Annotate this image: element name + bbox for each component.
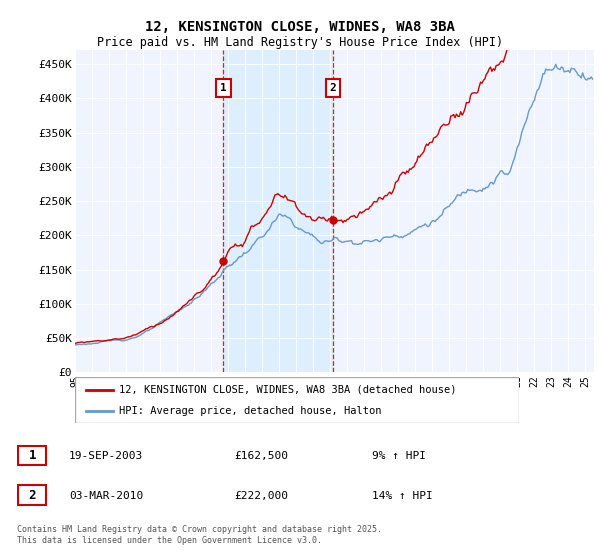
Text: 2: 2 (330, 83, 337, 93)
Bar (223, 50, 333, 372)
Text: Contains HM Land Registry data © Crown copyright and database right 2025.
This d: Contains HM Land Registry data © Crown c… (17, 525, 382, 545)
Text: Price paid vs. HM Land Registry's House Price Index (HPI): Price paid vs. HM Land Registry's House … (97, 36, 503, 49)
Text: 2: 2 (29, 488, 36, 502)
Text: 1: 1 (220, 83, 227, 93)
Text: 9% ↑ HPI: 9% ↑ HPI (372, 451, 426, 461)
Text: 14% ↑ HPI: 14% ↑ HPI (372, 491, 433, 501)
Text: 12, KENSINGTON CLOSE, WIDNES, WA8 3BA: 12, KENSINGTON CLOSE, WIDNES, WA8 3BA (145, 20, 455, 34)
Text: £222,000: £222,000 (234, 491, 288, 501)
Text: 03-MAR-2010: 03-MAR-2010 (69, 491, 143, 501)
Text: £162,500: £162,500 (234, 451, 288, 461)
Text: 12, KENSINGTON CLOSE, WIDNES, WA8 3BA (detached house): 12, KENSINGTON CLOSE, WIDNES, WA8 3BA (d… (119, 385, 457, 395)
Text: 1: 1 (29, 449, 36, 463)
Text: HPI: Average price, detached house, Halton: HPI: Average price, detached house, Halt… (119, 407, 382, 416)
Text: 19-SEP-2003: 19-SEP-2003 (69, 451, 143, 461)
